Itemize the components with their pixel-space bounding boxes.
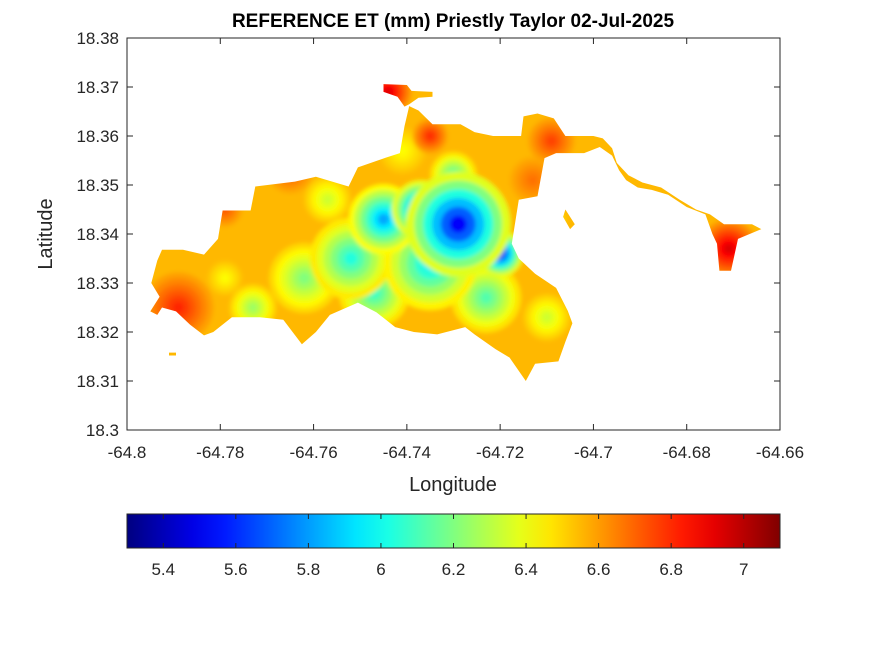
field-contour (344, 251, 358, 266)
field-contour (542, 313, 551, 322)
y-tick-label: 18.37 (76, 78, 119, 97)
colorbar-tick-label: 6.8 (659, 560, 683, 579)
field-contour (222, 275, 228, 281)
field-contour (298, 272, 311, 284)
field-contour (547, 137, 556, 145)
colorbar-tick-label: 7 (739, 560, 748, 579)
chart-title: REFERENCE ET (mm) Priestly Taylor 02-Jul… (232, 11, 674, 32)
map-axes: -64.8 -64.78 -64.76 -64.74 -64.72 -64.7 -64.68… (76, 29, 804, 462)
x-tick-label: -64.68 (663, 443, 711, 462)
y-tick-label: 18.36 (76, 127, 119, 146)
x-axis: -64.8 -64.78 -64.76 -64.74 -64.72 -64.7 -64.68… (108, 38, 804, 462)
field-contour (323, 195, 332, 204)
y-tick-label: 18.32 (76, 323, 119, 342)
colorbar-tick-label: 5.4 (151, 560, 175, 579)
y-axis-label: Latitude (35, 198, 57, 269)
field-contour (172, 301, 185, 314)
y-tick-label: 18.33 (76, 274, 119, 293)
colorbar-tick-label: 5.8 (297, 560, 321, 579)
field-contour (480, 291, 492, 304)
x-tick-label: -64.78 (196, 443, 244, 462)
x-tick-label: -64.76 (289, 443, 337, 462)
field-contour (427, 133, 434, 139)
y-tick-label: 18.38 (76, 29, 119, 48)
colorbar-tick-label: 6.6 (587, 560, 611, 579)
field-contour (377, 213, 390, 226)
colorbar-ticks: 5.4 5.6 5.8 6 6.2 6.4 6.6 6.8 7 (151, 514, 748, 579)
colorbar-tick-label: 6.2 (442, 560, 466, 579)
y-tick-label: 18.31 (76, 372, 119, 391)
field-contour (449, 215, 467, 233)
field-contour (723, 243, 734, 254)
x-tick-label: -64.66 (756, 443, 804, 462)
colorbar-gradient (126, 513, 781, 549)
field-contour (249, 303, 257, 312)
x-axis-label: Longitude (409, 474, 497, 496)
colorbar-tick-label: 6.4 (514, 560, 538, 579)
colorbar-tick-label: 5.6 (224, 560, 248, 579)
colorbar-tick-label: 6 (376, 560, 385, 579)
y-tick-label: 18.3 (86, 421, 119, 440)
colorbar: 5.4 5.6 5.8 6 6.2 6.4 6.6 6.8 7 (126, 513, 781, 579)
y-tick-label: 18.35 (76, 176, 119, 195)
field-contour (528, 176, 537, 185)
x-tick-label: -64.8 (108, 443, 147, 462)
x-tick-label: -64.7 (574, 443, 613, 462)
x-tick-label: -64.74 (383, 443, 431, 462)
y-axis: 18.3 18.31 18.32 18.33 18.34 18.35 18.36 18.37 1… (76, 29, 780, 440)
y-tick-label: 18.34 (76, 225, 119, 244)
x-tick-label: -64.72 (476, 443, 524, 462)
